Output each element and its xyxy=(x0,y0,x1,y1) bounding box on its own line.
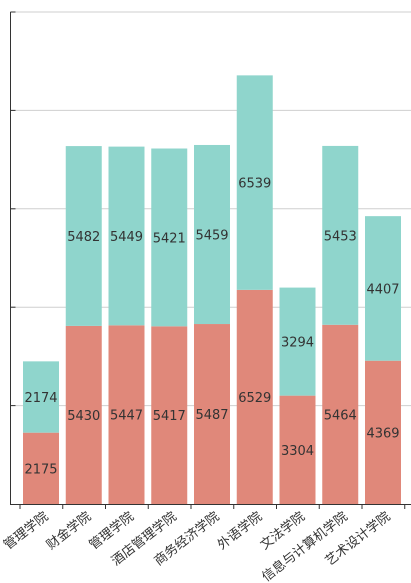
bar-segment-lower xyxy=(23,432,59,504)
data-label: 5449 xyxy=(110,230,143,245)
bar-segment-upper xyxy=(23,361,59,433)
data-label: 6529 xyxy=(238,391,271,406)
data-label: 5417 xyxy=(153,409,186,424)
data-label: 5430 xyxy=(67,409,100,424)
data-label: 3304 xyxy=(281,444,314,459)
data-label: 2175 xyxy=(24,462,57,477)
data-label: 6539 xyxy=(238,177,271,192)
category-label: 外语学院 xyxy=(214,509,265,554)
bars xyxy=(23,75,401,504)
bar-segment-lower xyxy=(108,325,145,504)
axes xyxy=(10,11,411,509)
bar-segment-upper xyxy=(322,145,359,325)
data-label: 5487 xyxy=(195,408,228,423)
bar-segment-lower xyxy=(65,325,102,504)
bar-segment-lower xyxy=(151,326,188,504)
data-label: 5447 xyxy=(110,409,143,424)
data-label: 5421 xyxy=(153,231,186,246)
bar-segment-upper xyxy=(108,146,145,326)
bar-segment-lower xyxy=(194,324,230,504)
data-label: 5459 xyxy=(195,228,228,243)
category-label: 管理学院 xyxy=(1,509,52,554)
data-label: 3294 xyxy=(281,336,314,351)
data-label: 5482 xyxy=(67,230,100,245)
bar-segment-upper xyxy=(279,287,316,396)
bar-segment-lower xyxy=(365,360,401,504)
bar-segment-lower xyxy=(236,289,273,504)
data-label: 5453 xyxy=(324,229,357,244)
category-label: 财金学院 xyxy=(43,509,94,554)
data-label: 4407 xyxy=(366,282,399,297)
bar-segment-upper xyxy=(236,75,273,290)
bar-segment-upper xyxy=(194,144,230,325)
data-label: 4369 xyxy=(366,426,399,441)
bar-segment-upper xyxy=(365,216,401,361)
value-labels: 2175 2174 5430 5482 5447 5449 5417 5421 5487 5459… xyxy=(24,177,399,478)
bar-segment-lower xyxy=(322,324,359,504)
bar-segment-lower xyxy=(279,395,316,504)
data-label: 2174 xyxy=(24,391,57,406)
data-label: 5464 xyxy=(324,408,357,423)
bar-segment-upper xyxy=(65,146,102,326)
bar-segment-upper xyxy=(151,148,188,327)
category-labels: 管理学院财金学院管理学院酒店管理学院商务经济学院外语学院文法学院信息与计算机学院… xyxy=(1,509,394,583)
